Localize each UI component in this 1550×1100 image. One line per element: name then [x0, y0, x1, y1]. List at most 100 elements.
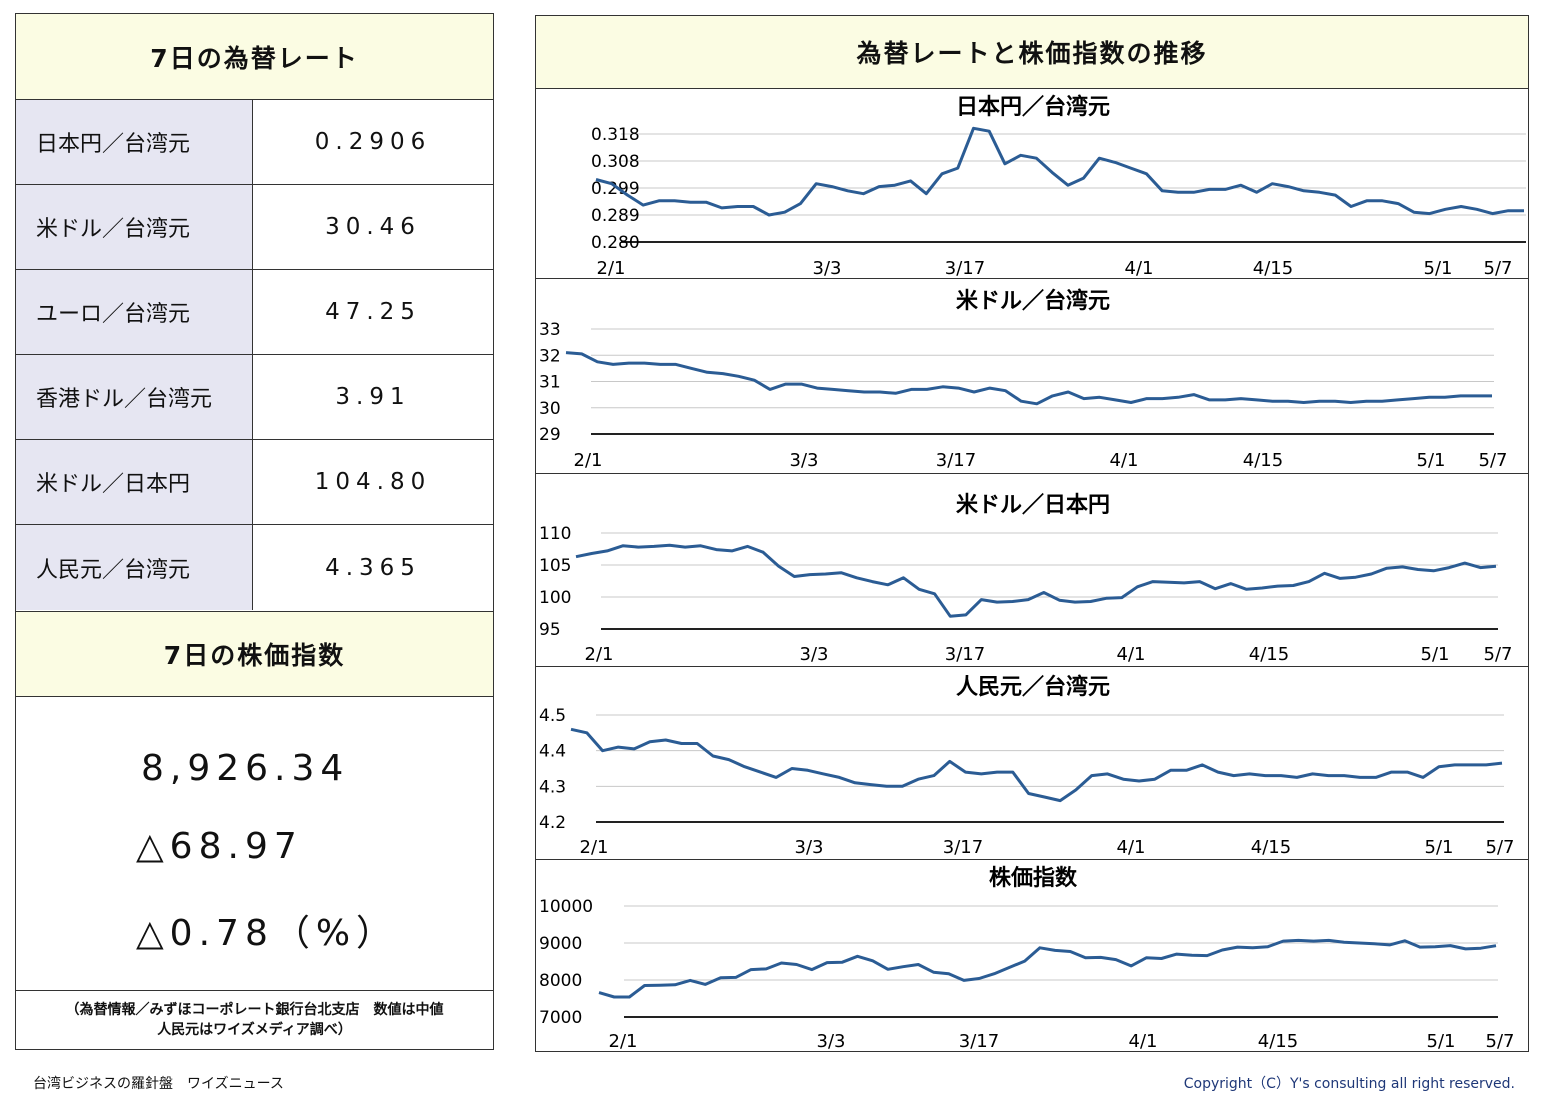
x-tick-label: 5/7: [1484, 258, 1513, 279]
chart-title: 日本円／台湾元: [956, 94, 1110, 120]
y-tick-label: 0.280: [591, 233, 640, 253]
stock-index-change-pct: △0.78（%）: [136, 913, 399, 954]
rate-value: 30.46: [325, 214, 421, 240]
y-tick-label: 100: [539, 588, 571, 608]
rate-label: 日本円／台湾元: [16, 100, 253, 184]
y-tick-label: 4.3: [539, 777, 566, 797]
x-tick-label: 5/1: [1427, 1031, 1456, 1052]
y-tick-label: 95: [539, 620, 561, 640]
source-note-line: （為替情報／みずほコーポレート銀行台北支店 数値は中値: [65, 1002, 444, 1018]
x-tick-label: 4/15: [1251, 837, 1291, 858]
chart-divider: [536, 666, 1528, 667]
rate-label: ユーロ／台湾元: [16, 270, 253, 354]
x-tick-label: 4/1: [1129, 1031, 1158, 1052]
series-line: [570, 727, 1503, 803]
rate-row-hkd-twd: 香港ドル／台湾元 3.91: [16, 355, 493, 440]
x-tick-label: 5/7: [1484, 644, 1513, 665]
y-tick-label: 0.308: [591, 152, 640, 172]
x-tick-label: 3/3: [790, 450, 819, 471]
rate-value: 47.25: [325, 299, 421, 325]
x-tick-label: 4/15: [1249, 644, 1289, 665]
y-tick-label: 7000: [539, 1008, 582, 1028]
y-tick-label: 30: [539, 399, 561, 419]
rate-label: 米ドル／日本円: [16, 440, 253, 524]
x-tick-label: 4/1: [1117, 644, 1146, 665]
source-note-line: 人民元はワイズメディア調べ）: [157, 1022, 352, 1038]
rate-value: 0.2906: [314, 129, 432, 155]
x-tick-label: 5/1: [1425, 837, 1454, 858]
x-tick-label: 4/1: [1125, 258, 1154, 279]
y-tick-label: 4.4: [539, 742, 566, 762]
x-tick-label: 3/3: [800, 644, 829, 665]
rate-value: 3.91: [335, 384, 411, 410]
stock-index-value: 8,926.34: [141, 748, 350, 789]
x-tick-label: 2/1: [597, 258, 626, 279]
x-tick-label: 5/7: [1479, 450, 1508, 471]
rate-value: 4.365: [325, 554, 421, 581]
x-tick-label: 3/17: [943, 837, 983, 858]
rate-label: 米ドル／台湾元: [16, 185, 253, 269]
x-tick-label: 2/1: [574, 450, 603, 471]
rate-row-jpy-twd: 日本円／台湾元 0.2906: [16, 100, 493, 185]
footer-site-name: 台湾ビジネスの羅針盤 ワイズニュース: [33, 1076, 284, 1092]
x-tick-label: 5/7: [1486, 837, 1515, 858]
rates-header: 7日の為替レート: [16, 14, 493, 100]
y-tick-label: 8000: [539, 971, 582, 991]
y-tick-label: 4.2: [539, 813, 566, 833]
y-tick-label: 29: [539, 425, 561, 445]
charts-header: 為替レートと株価指数の推移: [536, 16, 1528, 89]
x-tick-label: 3/17: [945, 258, 985, 279]
chart-title: 米ドル／日本円: [956, 493, 1110, 518]
rate-label: 香港ドル／台湾元: [16, 355, 253, 439]
y-tick-label: 105: [539, 556, 571, 576]
y-tick-label: 32: [539, 346, 561, 366]
x-tick-label: 5/7: [1486, 1031, 1515, 1052]
x-tick-label: 3/3: [817, 1031, 846, 1052]
x-tick-label: 2/1: [609, 1031, 638, 1052]
footer-copyright: Copyright（C）Y's consulting all right res…: [1183, 1076, 1515, 1092]
x-tick-label: 4/15: [1253, 258, 1293, 279]
y-tick-label: 9000: [539, 934, 582, 954]
y-tick-label: 110: [539, 524, 571, 544]
rate-value: 104.80: [314, 469, 432, 495]
stock-box: 8,926.34 △68.97 △0.78（%）: [16, 698, 493, 990]
x-tick-label: 5/1: [1424, 258, 1453, 279]
rate-row-usd-jpy: 米ドル／日本円 104.80: [16, 440, 493, 525]
x-tick-label: 4/1: [1110, 450, 1139, 471]
rate-row-usd-twd: 米ドル／台湾元 30.46: [16, 185, 493, 270]
x-tick-label: 3/3: [813, 258, 842, 279]
x-tick-label: 4/1: [1117, 837, 1146, 858]
rate-label: 人民元／台湾元: [16, 525, 253, 610]
chart-divider: [536, 278, 1528, 279]
rate-row-cny-twd: 人民元／台湾元 4.365: [16, 525, 493, 610]
stock-header: 7日の株価指数: [16, 611, 493, 697]
y-tick-label: 10000: [539, 897, 593, 917]
series-line: [595, 126, 1524, 217]
chart-title: 米ドル／台湾元: [956, 288, 1110, 314]
x-tick-label: 3/17: [959, 1031, 999, 1052]
x-tick-label: 5/1: [1421, 644, 1450, 665]
charts-panel: 為替レートと株価指数の推移 日本円／台湾元 0.318 0.308 0.299 0.28…: [535, 15, 1529, 1052]
chart-title: 株価指数: [989, 865, 1078, 891]
stock-index-change: △68.97: [136, 826, 303, 867]
series-line: [565, 351, 1492, 406]
x-tick-label: 2/1: [585, 644, 614, 665]
x-tick-label: 4/15: [1243, 450, 1283, 471]
chart-divider: [536, 473, 1528, 474]
y-tick-label: 0.289: [591, 206, 640, 226]
x-tick-label: 3/17: [945, 644, 985, 665]
series-line: [598, 938, 1497, 999]
x-tick-label: 4/15: [1258, 1031, 1298, 1052]
y-tick-label: 0.299: [591, 179, 640, 199]
chart-title: 人民元／台湾元: [956, 674, 1110, 700]
rates-and-stock-panel: 7日の為替レート 日本円／台湾元 0.2906 米ドル／台湾元 30.46 ユー…: [15, 13, 494, 1050]
source-note: （為替情報／みずほコーポレート銀行台北支店 数値は中値 人民元はワイズメディア調…: [16, 990, 493, 1050]
y-tick-label: 31: [539, 373, 561, 393]
charts-svg: 日本円／台湾元 0.318 0.308 0.299 0.289 0.280 2/1 3/3 3/…: [539, 94, 1526, 1052]
x-tick-label: 2/1: [580, 837, 609, 858]
x-tick-label: 3/17: [936, 450, 976, 471]
y-tick-label: 4.5: [539, 706, 566, 726]
y-tick-label: 0.318: [591, 125, 640, 145]
x-tick-label: 5/1: [1417, 450, 1446, 471]
series-line: [575, 543, 1497, 618]
